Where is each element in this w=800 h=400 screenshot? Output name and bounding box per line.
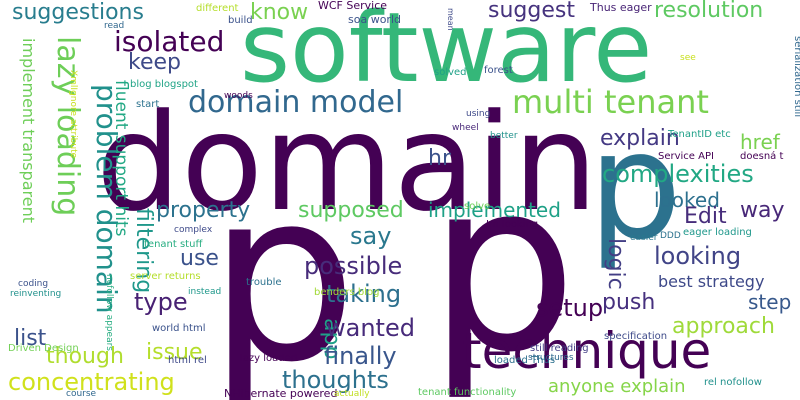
cloud-word: trouble <box>246 277 282 288</box>
cloud-word: woods <box>224 91 253 101</box>
cloud-word: use <box>180 246 219 271</box>
cloud-word: wanted <box>326 314 415 342</box>
cloud-word: soa world <box>348 13 401 26</box>
cloud-word: resolution <box>654 0 764 23</box>
cloud-word: Driven Design <box>8 343 79 354</box>
cloud-word: solved <box>434 67 467 78</box>
cloud-word: loaded Thus <box>494 355 556 366</box>
cloud-word: push <box>602 290 656 315</box>
cloud-word: solve <box>464 201 491 212</box>
cloud-word: reinventing <box>10 289 62 299</box>
cloud-word: Edit <box>684 204 727 229</box>
cloud-word: technique <box>462 322 712 380</box>
cloud-word: keep <box>128 50 181 75</box>
cloud-word: approach <box>672 314 775 339</box>
cloud-word: anyone explain <box>548 376 686 397</box>
cloud-word: concentrating <box>8 368 175 396</box>
cloud-word: complex <box>174 225 213 235</box>
cloud-word: best strategy <box>658 272 765 291</box>
cloud-word: better <box>490 131 518 141</box>
cloud-word: server returns <box>130 271 201 282</box>
cloud-word: forest <box>484 65 513 76</box>
cloud-word: see <box>680 53 696 63</box>
cloud-word: doesná t <box>740 151 784 162</box>
cloud-word: say <box>350 222 392 250</box>
cloud-word: way <box>740 198 785 223</box>
cloud-word: serialization still <box>792 36 800 118</box>
cloud-word: p <box>208 141 358 400</box>
cloud-word: world html <box>152 323 206 334</box>
cloud-word: rel nofollow <box>704 377 762 388</box>
cloud-word: possible <box>304 252 403 280</box>
cloud-word: build <box>228 15 253 26</box>
cloud-word: multi tenant <box>512 83 709 121</box>
cloud-word: domain <box>96 85 598 241</box>
cloud-word: read <box>104 21 125 31</box>
cloud-word: still reading <box>530 343 589 354</box>
cloud-word: though <box>46 344 124 369</box>
cloud-word: blog blogspot <box>130 79 198 90</box>
cloud-word: lazy loaded <box>240 353 298 364</box>
cloud-word: nofollow appears <box>104 274 114 351</box>
cloud-word: list <box>14 326 47 351</box>
cloud-word: logic <box>603 238 628 290</box>
cloud-word: thoughts <box>282 366 389 394</box>
cloud-word: eager loading <box>683 227 752 238</box>
cloud-word: benders blog <box>314 287 380 298</box>
cloud-word: actually <box>334 389 370 399</box>
cloud-word: using <box>466 109 491 119</box>
cloud-word: DDD <box>660 231 681 241</box>
cloud-word: property <box>156 198 251 223</box>
cloud-word: looking <box>654 242 742 270</box>
cloud-word: complexities <box>602 160 754 188</box>
cloud-word: p <box>428 131 578 400</box>
cloud-word: explain <box>600 126 680 151</box>
cloud-word: XmlIgnore attribute <box>68 70 78 159</box>
cloud-word: structures <box>528 353 574 363</box>
cloud-word: suggest <box>488 0 575 23</box>
cloud-word: Im looking <box>486 219 539 230</box>
cloud-word: domain model <box>188 85 404 120</box>
cloud-word: specification <box>604 331 668 342</box>
cloud-word: html rel <box>168 355 207 366</box>
cloud-word: instead <box>188 287 222 297</box>
cloud-word: mean <box>446 8 455 31</box>
cloud-word: step <box>748 290 792 314</box>
cloud-word: p <box>588 100 682 272</box>
cloud-word: fluent support hits <box>111 80 131 237</box>
cloud-word: href <box>740 130 780 154</box>
cloud-word: issue <box>146 340 203 365</box>
cloud-word: suggestions <box>12 0 144 25</box>
cloud-word: know <box>250 0 309 25</box>
cloud-word: NHibernate powered <box>224 387 338 400</box>
cloud-word: TenantID etc <box>668 129 731 140</box>
cloud-word: wheel <box>452 123 479 133</box>
cloud-word: type <box>134 288 188 316</box>
cloud-word: looked <box>654 188 720 212</box>
cloud-word: setup <box>536 294 604 322</box>
cloud-word: easier <box>630 233 658 243</box>
cloud-word: implemented <box>428 198 561 222</box>
cloud-word: hr <box>428 146 451 171</box>
cloud-word: WCF Service <box>318 0 388 12</box>
cloud-word: supposed <box>298 198 404 223</box>
cloud-word: Thus eager <box>590 1 652 14</box>
cloud-word: taking <box>326 280 402 308</box>
cloud-word: start <box>136 99 160 110</box>
cloud-word: software <box>240 0 653 104</box>
cloud-word: isolated <box>114 25 225 58</box>
cloud-word: Service API <box>658 151 714 162</box>
cloud-word: different <box>196 3 239 14</box>
cloud-word: coding <box>18 279 49 289</box>
cloud-word: finally <box>324 342 397 370</box>
cloud-word: course <box>66 389 97 399</box>
cloud-word: tenant functionality <box>418 387 517 398</box>
cloud-word: implement transparent <box>19 38 38 223</box>
cloud-word: tenant stuff <box>144 239 203 250</box>
